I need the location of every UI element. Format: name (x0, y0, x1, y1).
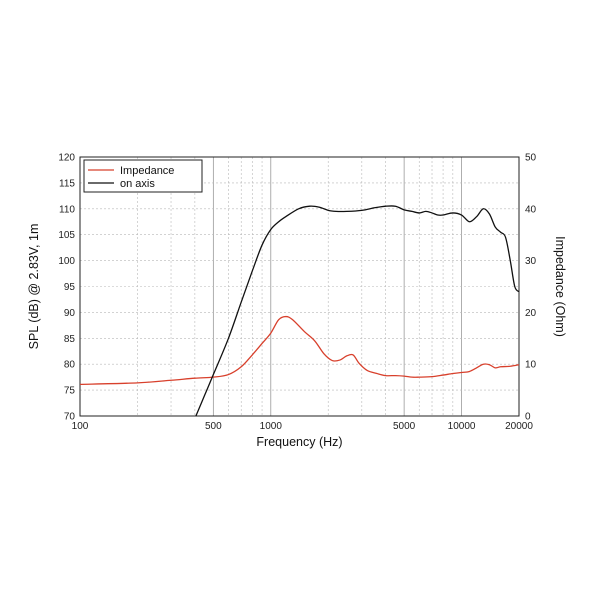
y2-tick-label: 20 (525, 308, 537, 319)
legend: Impedance on axis (83, 159, 203, 193)
y-tick-label: 120 (58, 153, 75, 164)
y2-tick-label: 0 (525, 412, 531, 423)
legend-box (83, 159, 203, 193)
y2-tick-label: 30 (525, 256, 537, 267)
y2-tick-label: 10 (525, 360, 537, 371)
legend-label-impedance: Impedance (120, 165, 174, 177)
y-tick-label: 80 (64, 360, 76, 371)
series-line-impedance (79, 315, 520, 386)
x-tick-label: 20000 (505, 421, 533, 432)
y2-axis-label: Impedance (Ohm) (553, 236, 567, 337)
series-layer (79, 205, 520, 417)
series-line-on-axis (195, 205, 520, 417)
y2-tick-label: 50 (525, 153, 537, 164)
y-tick-label: 70 (64, 412, 76, 423)
left-axis-ticks: 70 75 80 85 90 95 100 105 110 115 120 (58, 153, 75, 423)
x-axis-ticks: 100 500 1000 5000 10000 20000 (72, 421, 534, 432)
x-axis-label: Frequency (Hz) (256, 435, 342, 449)
x-tick-label: 10000 (448, 421, 476, 432)
y-axis-label: SPL (dB) @ 2.83V, 1m (27, 224, 41, 350)
y-tick-label: 100 (58, 256, 75, 267)
y-tick-label: 105 (58, 230, 75, 241)
grid (80, 157, 519, 416)
x-tick-label: 5000 (393, 421, 416, 432)
x-tick-label: 500 (205, 421, 222, 432)
legend-label-on-axis: on axis (120, 178, 155, 190)
y-tick-label: 110 (59, 204, 75, 215)
y-tick-label: 115 (59, 178, 75, 189)
y-tick-label: 90 (64, 308, 76, 319)
y-tick-label: 75 (64, 386, 76, 397)
y2-tick-label: 40 (525, 204, 537, 215)
plot-frame (79, 156, 520, 417)
y-tick-label: 85 (64, 334, 76, 345)
x-tick-label: 100 (72, 421, 89, 432)
y-tick-label: 95 (64, 282, 76, 293)
x-tick-label: 1000 (260, 421, 283, 432)
right-axis-ticks: 0 10 20 30 40 50 (525, 153, 537, 423)
